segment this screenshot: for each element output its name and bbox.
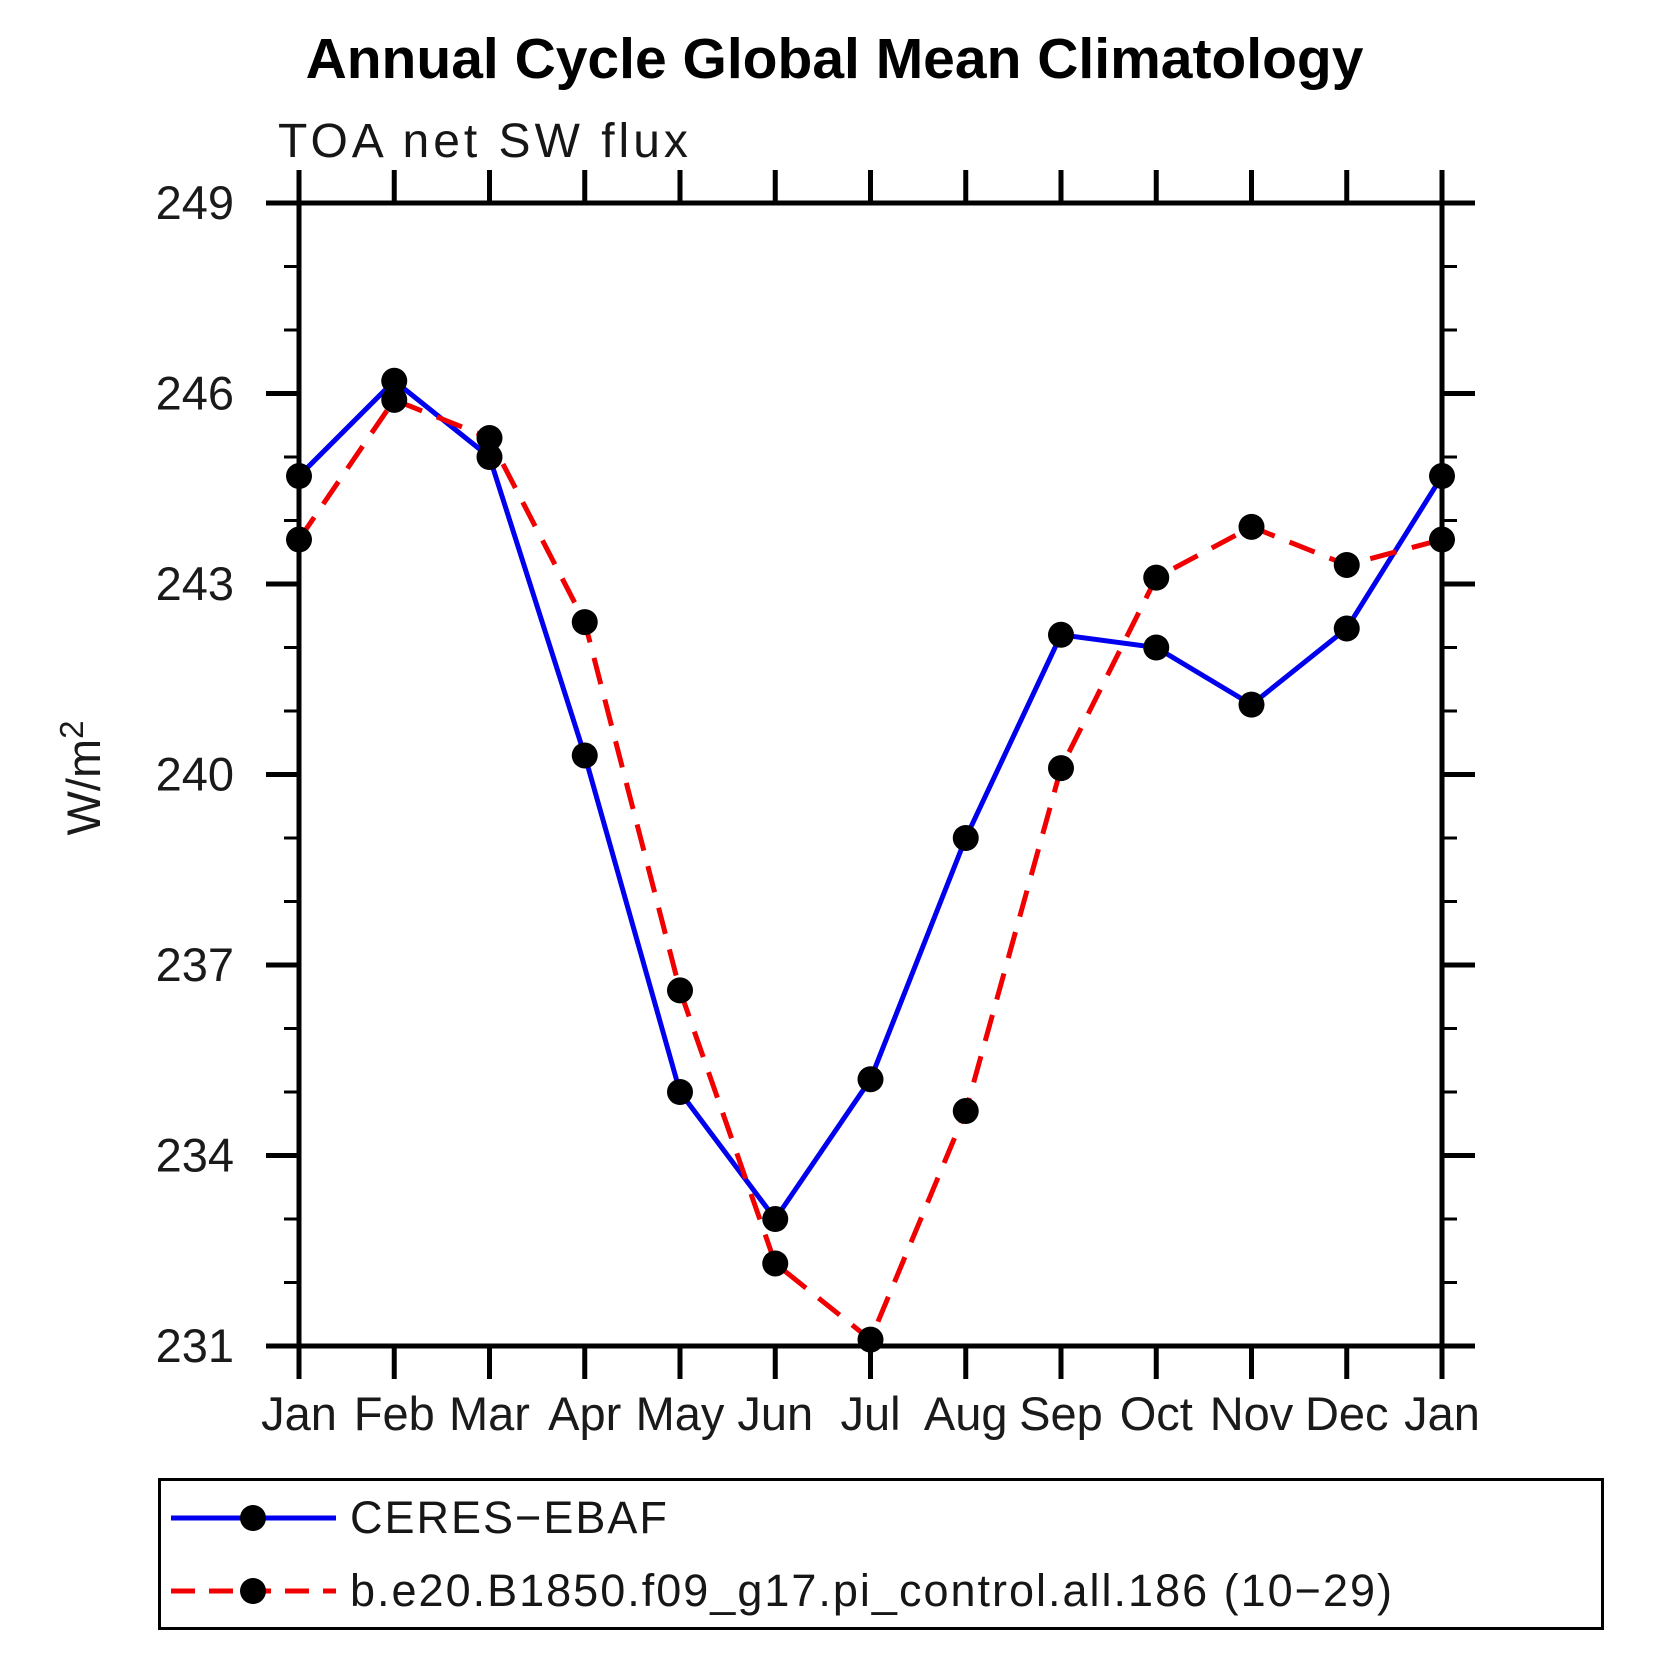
- data-point-series-1: [857, 1326, 884, 1353]
- y-tick-label: 246: [156, 367, 234, 420]
- x-tick-label: Jul: [840, 1387, 900, 1440]
- data-point-series-1: [1048, 755, 1074, 782]
- x-tick-label: Nov: [1210, 1387, 1294, 1440]
- axes: 231 234 237 240 243 246 249 Jan Feb Mar Apr May Jun J…: [156, 170, 1480, 1440]
- y-tick-label: 249: [156, 176, 234, 229]
- data-point-series-1: [1238, 513, 1265, 540]
- legend-sample-solid-line: [171, 1504, 336, 1531]
- x-tick-label: May: [636, 1387, 725, 1440]
- data-point-series-1: [1333, 551, 1360, 578]
- y-tick-label: 231: [156, 1319, 234, 1372]
- x-tick-label: Oct: [1120, 1387, 1193, 1440]
- data-point-series-0: [1143, 634, 1170, 661]
- legend-label-ceres: CERES−EBAF: [350, 1491, 669, 1543]
- chart-title: Annual Cycle Global Mean Climatology: [305, 27, 1364, 91]
- series-line-0: [297, 378, 1445, 1222]
- legend-marker-dot: [240, 1504, 266, 1531]
- data-point-series-1: [286, 526, 312, 553]
- x-tick-label: Jan: [261, 1387, 337, 1440]
- data-point-series-1: [571, 609, 598, 636]
- data-series: [286, 367, 1455, 1353]
- legend: CERES−EBAF b.e20.B1850.f09_g17.pi_contro…: [158, 1478, 1604, 1630]
- chart-subtitle: TOA net SW flux: [278, 115, 692, 168]
- legend-item-ceres: CERES−EBAF: [161, 1481, 1601, 1554]
- data-point-series-1: [1429, 526, 1455, 553]
- y-axis-label: W/m2: [53, 721, 110, 836]
- y-tick-label: 234: [156, 1129, 234, 1182]
- x-tick-label: Feb: [354, 1387, 435, 1440]
- data-point-series-0: [571, 742, 598, 769]
- data-point-series-0: [667, 1079, 693, 1105]
- y-tick-label: 243: [156, 557, 234, 610]
- data-point-series-0: [476, 444, 503, 470]
- x-tick-label: Jun: [737, 1387, 813, 1440]
- x-tick-label: Apr: [548, 1387, 621, 1440]
- data-point-series-0: [952, 825, 979, 851]
- data-point-series-1: [381, 386, 408, 413]
- data-point-series-1: [476, 424, 503, 451]
- legend-item-model: b.e20.B1850.f09_g17.pi_control.all.186 (…: [161, 1554, 1601, 1627]
- data-point-series-0: [381, 367, 408, 394]
- x-tick-label: Aug: [924, 1387, 1008, 1440]
- y-tick-label: 240: [156, 748, 234, 801]
- data-point-series-0: [286, 463, 312, 490]
- x-tick-label: Dec: [1305, 1387, 1389, 1440]
- x-tick-label: Mar: [449, 1387, 530, 1440]
- data-point-series-0: [1429, 463, 1455, 490]
- data-point-series-1: [1143, 564, 1170, 591]
- data-point-series-1: [667, 977, 693, 1004]
- series-line-1: [296, 397, 1443, 1343]
- legend-marker-dot: [240, 1577, 266, 1604]
- data-point-series-0: [1333, 615, 1360, 642]
- data-point-series-1: [952, 1098, 979, 1125]
- data-point-series-0: [1048, 621, 1074, 648]
- x-tick-label: Jan: [1404, 1387, 1480, 1440]
- plot-box: [296, 200, 1445, 1349]
- y-tick-label: 237: [156, 938, 234, 991]
- data-point-series-1: [762, 1250, 789, 1277]
- legend-label-model: b.e20.B1850.f09_g17.pi_control.all.186 (…: [350, 1564, 1394, 1616]
- data-point-series-0: [762, 1206, 789, 1232]
- data-point-series-0: [1238, 691, 1265, 718]
- x-tick-label: Sep: [1019, 1387, 1103, 1440]
- data-point-series-0: [857, 1066, 884, 1093]
- legend-sample-dashed-line: [171, 1577, 336, 1604]
